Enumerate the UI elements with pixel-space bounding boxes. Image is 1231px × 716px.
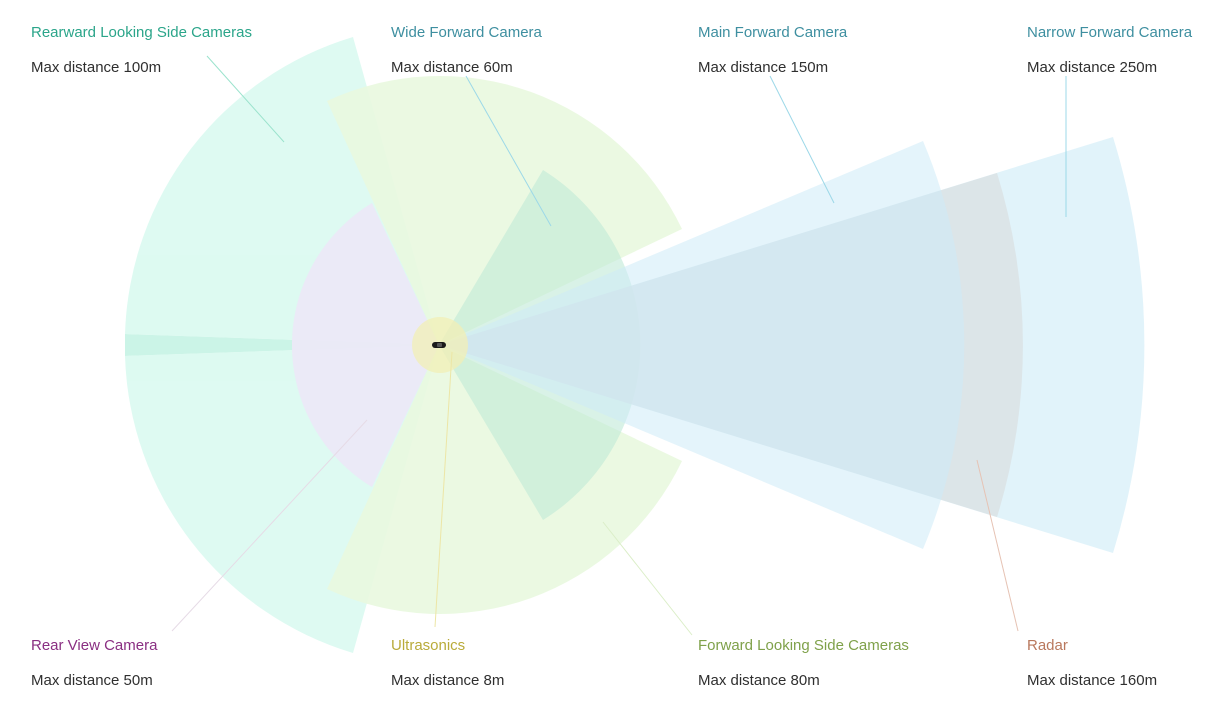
- rearward-side-title: Rearward Looking Side Cameras: [31, 24, 252, 41]
- car-icon: [432, 342, 446, 348]
- fwd-side-fan-lower: [327, 345, 682, 614]
- label-narrow-forward-camera: Narrow Forward Camera Max distance 250m: [1027, 24, 1192, 77]
- label-rear-view-camera: Rear View Camera Max distance 50m: [31, 637, 157, 690]
- rearward-side-distance: Max distance 100m: [31, 59, 162, 76]
- leader-ultrasonics: [434, 351, 453, 628]
- ultrasonics-distance: Max distance 8m: [391, 672, 505, 689]
- label-main-forward-camera: Main Forward Camera Max distance 150m: [698, 24, 847, 77]
- radar-title: Radar: [1027, 637, 1068, 654]
- ultrasonics-title: Ultrasonics: [391, 637, 466, 654]
- leader-rear-view: [171, 419, 368, 632]
- wide-forward-distance: Max distance 60m: [391, 59, 513, 76]
- leader-wide-forward: [465, 75, 552, 227]
- rear-view-coverage: [291, 203, 439, 487]
- leader-fwd-side: [602, 521, 693, 636]
- leader-radar: [976, 459, 1019, 632]
- fwd-side-distance: Max distance 80m: [698, 672, 820, 689]
- leader-rearward-side: [206, 55, 285, 143]
- fwd-side-fan-upper: [327, 76, 682, 346]
- leader-lines: [171, 55, 1067, 636]
- rear-view-distance: Max distance 50m: [31, 672, 153, 689]
- main-forward-distance: Max distance 150m: [698, 59, 829, 76]
- narrow-forward-title: Narrow Forward Camera: [1027, 24, 1193, 41]
- rearward-side-overlap: [125, 334, 439, 356]
- label-radar: Radar Max distance 160m: [1027, 637, 1157, 690]
- narrow-forward-distance: Max distance 250m: [1027, 59, 1158, 76]
- main-forward-coverage: [439, 141, 965, 549]
- wide-forward-title: Wide Forward Camera: [391, 24, 542, 41]
- label-ultrasonics: Ultrasonics Max distance 8m: [391, 637, 504, 690]
- fwd-side-title: Forward Looking Side Cameras: [698, 637, 909, 654]
- leader-main-forward: [769, 75, 835, 204]
- label-rearward-side-cameras: Rearward Looking Side Cameras Max distan…: [31, 24, 252, 77]
- main-forward-title: Main Forward Camera: [698, 24, 848, 41]
- label-wide-forward-camera: Wide Forward Camera Max distance 60m: [391, 24, 542, 77]
- radar-distance: Max distance 160m: [1027, 672, 1158, 689]
- forward-side-cameras-coverage: [327, 76, 682, 614]
- label-forward-side-cameras: Forward Looking Side Cameras Max distanc…: [698, 637, 909, 690]
- rear-view-title: Rear View Camera: [31, 637, 158, 654]
